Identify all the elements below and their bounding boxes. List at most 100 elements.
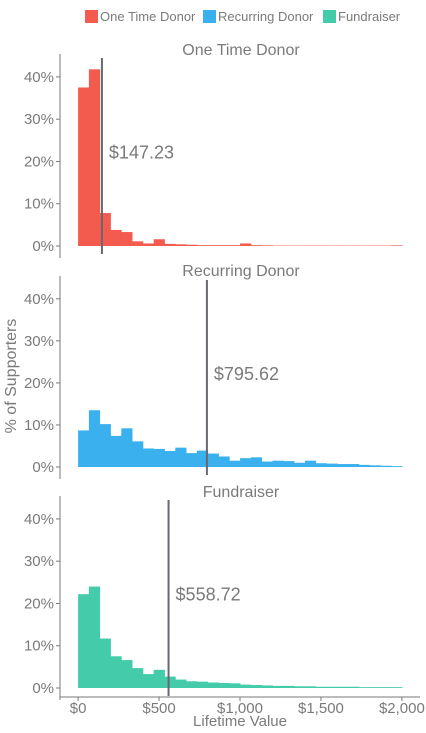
- legend-label: One Time Donor: [100, 9, 196, 24]
- y-tick-label: 0%: [32, 459, 54, 476]
- legend-swatch: [323, 10, 336, 23]
- histogram-bar: [391, 687, 403, 688]
- histogram-bar: [121, 232, 133, 246]
- y-tick-label: 40%: [24, 69, 54, 86]
- x-axis: $0 $500 $1,000 $1,500 $2,000: [60, 696, 425, 717]
- histogram-bar: [304, 686, 317, 688]
- legend-swatch: [203, 10, 216, 23]
- histogram-bar: [207, 453, 219, 467]
- histogram-bar: [250, 457, 263, 467]
- histogram-bar: [175, 679, 187, 688]
- mean-label: $795.62: [214, 364, 279, 384]
- x-axis-label: Lifetime Value: [193, 713, 287, 730]
- histogram-bar: [326, 463, 338, 467]
- histogram-bar: [153, 448, 165, 467]
- histogram-bar: [142, 674, 155, 688]
- histogram-bar: [358, 687, 371, 688]
- histogram-bar: [391, 466, 403, 467]
- histogram-bar: [121, 660, 133, 688]
- histogram-bar: [369, 465, 381, 467]
- histogram-bar: [218, 456, 230, 467]
- y-tick-label: 40%: [24, 511, 54, 528]
- histogram-bar: [153, 239, 165, 246]
- histogram-bar: [99, 424, 111, 467]
- y-tick-label: 30%: [24, 333, 54, 350]
- panel-title: One Time Donor: [182, 42, 300, 59]
- histogram-bar: [153, 669, 165, 688]
- histogram-bar: [272, 685, 284, 688]
- histogram-bar: [261, 685, 273, 688]
- x-tick-label: $500: [142, 700, 175, 717]
- histogram-bar: [218, 245, 230, 246]
- histogram-bar: [132, 241, 144, 246]
- histogram-bar: [240, 458, 252, 467]
- y-axis-label: % of Supporters: [3, 319, 20, 434]
- histogram-bar: [110, 435, 122, 467]
- histogram-bar: [142, 243, 155, 246]
- histogram-bar: [380, 687, 392, 688]
- histogram-bar: [196, 450, 209, 467]
- histogram-bar: [250, 685, 263, 688]
- histogram-bar: [207, 245, 219, 246]
- facet-panels: One Time Donor 0% 10% 20% 30% 40% $147.23 Recur…: [24, 42, 403, 700]
- x-tick-label: $2,000: [379, 700, 425, 717]
- y-tick-label: 0%: [32, 238, 54, 255]
- histogram-bar: [294, 462, 306, 467]
- histogram-bar: [110, 656, 122, 688]
- histogram-bar: [283, 685, 295, 688]
- panel-one-time-donor: One Time Donor 0% 10% 20% 30% 40% $147.23: [24, 42, 403, 258]
- y-tick-label: 30%: [24, 553, 54, 570]
- histogram-bar: [132, 668, 144, 688]
- histogram-bar: [261, 461, 273, 467]
- histogram-bar: [250, 245, 263, 246]
- histogram-bar: [78, 87, 90, 247]
- panel-title: Recurring Donor: [182, 263, 300, 280]
- histogram-bar: [110, 229, 122, 246]
- histogram-bar: [78, 594, 90, 688]
- legend-label: Recurring Donor: [218, 9, 314, 24]
- histogram-bar: [78, 430, 90, 467]
- histogram-bar: [99, 213, 111, 246]
- histogram-bar: [337, 686, 349, 688]
- y-tick-label: 20%: [24, 153, 54, 170]
- histogram-bar: [186, 681, 198, 688]
- x-tick-label: $1,000: [217, 700, 263, 717]
- histogram-bar: [229, 683, 241, 688]
- histogram-bar: [229, 245, 241, 246]
- histogram-bar: [337, 464, 349, 467]
- mean-label: $147.23: [109, 143, 174, 163]
- histogram-bar: [348, 464, 360, 467]
- x-tick-label: $1,500: [298, 700, 344, 717]
- histogram-bar: [380, 465, 392, 467]
- histogram-bar: [132, 441, 144, 467]
- histogram-bar: [88, 586, 101, 688]
- histogram-bar: [175, 244, 187, 246]
- y-tick-label: 10%: [24, 196, 54, 213]
- panel-fundraiser: Fundraiser 0% 10% 20% 30% 40% $558.72: [24, 484, 403, 700]
- histogram-bar: [369, 687, 381, 688]
- histogram-bar: [272, 460, 284, 467]
- histogram-bar: [315, 686, 327, 688]
- y-tick-label: 0%: [32, 680, 54, 697]
- histogram-bar: [348, 686, 360, 688]
- histogram-bar: [304, 460, 317, 467]
- histogram-bar: [164, 676, 176, 688]
- histogram-bar: [294, 686, 306, 688]
- histogram-bar: [88, 410, 101, 467]
- histogram-bar: [186, 244, 198, 246]
- histogram-bar: [99, 638, 111, 688]
- histogram-bar: [240, 684, 252, 688]
- legend: One Time Donor Recurring Donor Fundraiser: [85, 9, 401, 24]
- histogram-bar: [315, 463, 327, 467]
- x-tick-label: $0: [70, 700, 87, 717]
- histogram-bar: [229, 460, 241, 467]
- y-tick-label: 10%: [24, 638, 54, 655]
- histogram-bar: [142, 448, 155, 467]
- histogram-bar: [391, 245, 403, 246]
- panel-recurring-donor: Recurring Donor 0% 10% 20% 30% 40% $795.62: [24, 263, 403, 479]
- histogram-bar: [218, 682, 230, 688]
- histogram-bar: [175, 447, 187, 467]
- histogram-bar: [240, 243, 252, 246]
- histogram-bar: [164, 451, 176, 467]
